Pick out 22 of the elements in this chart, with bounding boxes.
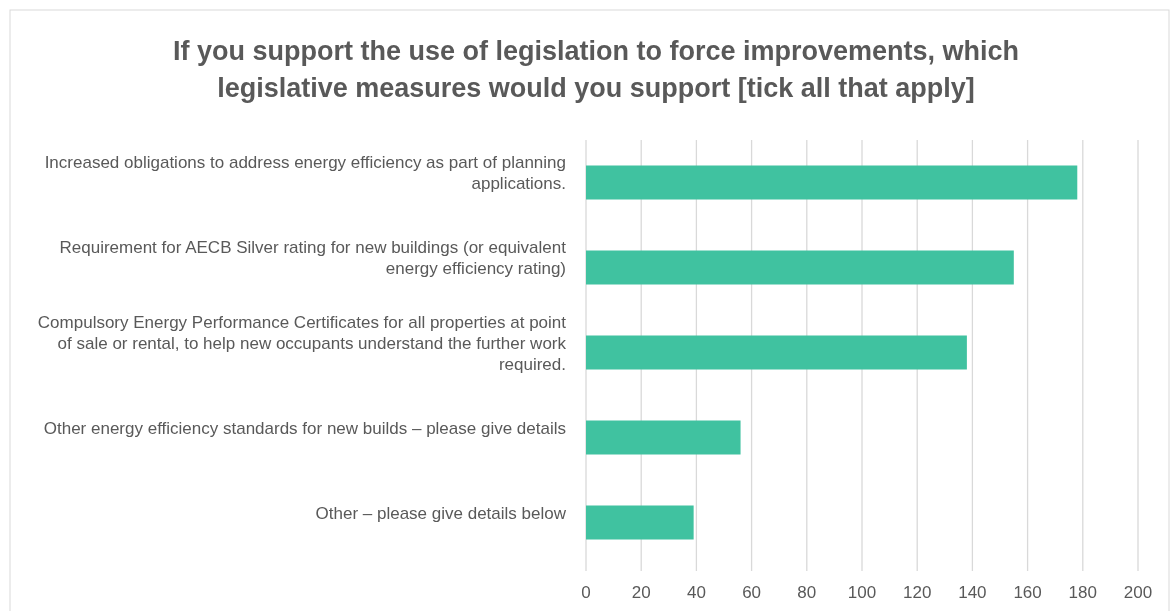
bar — [586, 420, 741, 455]
bar — [586, 165, 1078, 200]
y-tick-label: Other – please give details below — [315, 503, 567, 523]
x-tick-label: 140 — [958, 583, 987, 602]
bar — [586, 505, 694, 540]
x-tick-label: 80 — [797, 583, 817, 602]
y-tick-label: Requirement for AECB Silver rating for new buildings (or equivalent energy efficiency rating) — [59, 238, 567, 278]
bar — [586, 335, 967, 370]
x-tick-label: 20 — [631, 583, 651, 602]
x-tick-label: 60 — [742, 583, 762, 602]
chart-title: If you support the use of legislation to force improvements, which legislative measures would you support [tick all that apply] — [172, 36, 1020, 103]
y-tick-label: Compulsory Energy Performance Certificates for all properties at point of sale or rental, to help new occupants understand the further work required. — [37, 312, 567, 374]
x-tick-label: 200 — [1123, 583, 1153, 602]
x-tick-label: 40 — [686, 583, 706, 602]
x-tick-label: 0 — [581, 583, 591, 602]
x-tick-label: 100 — [847, 583, 877, 602]
bar — [586, 250, 1014, 285]
y-tick-label: Increased obligations to address energy efficiency as part of planning applications. — [44, 153, 566, 193]
x-tick-label: 120 — [903, 583, 932, 602]
x-tick-label: 160 — [1013, 583, 1042, 602]
y-tick-label: Other energy efficiency standards for new builds – please give details — [43, 418, 566, 438]
x-tick-label: 180 — [1068, 583, 1097, 602]
